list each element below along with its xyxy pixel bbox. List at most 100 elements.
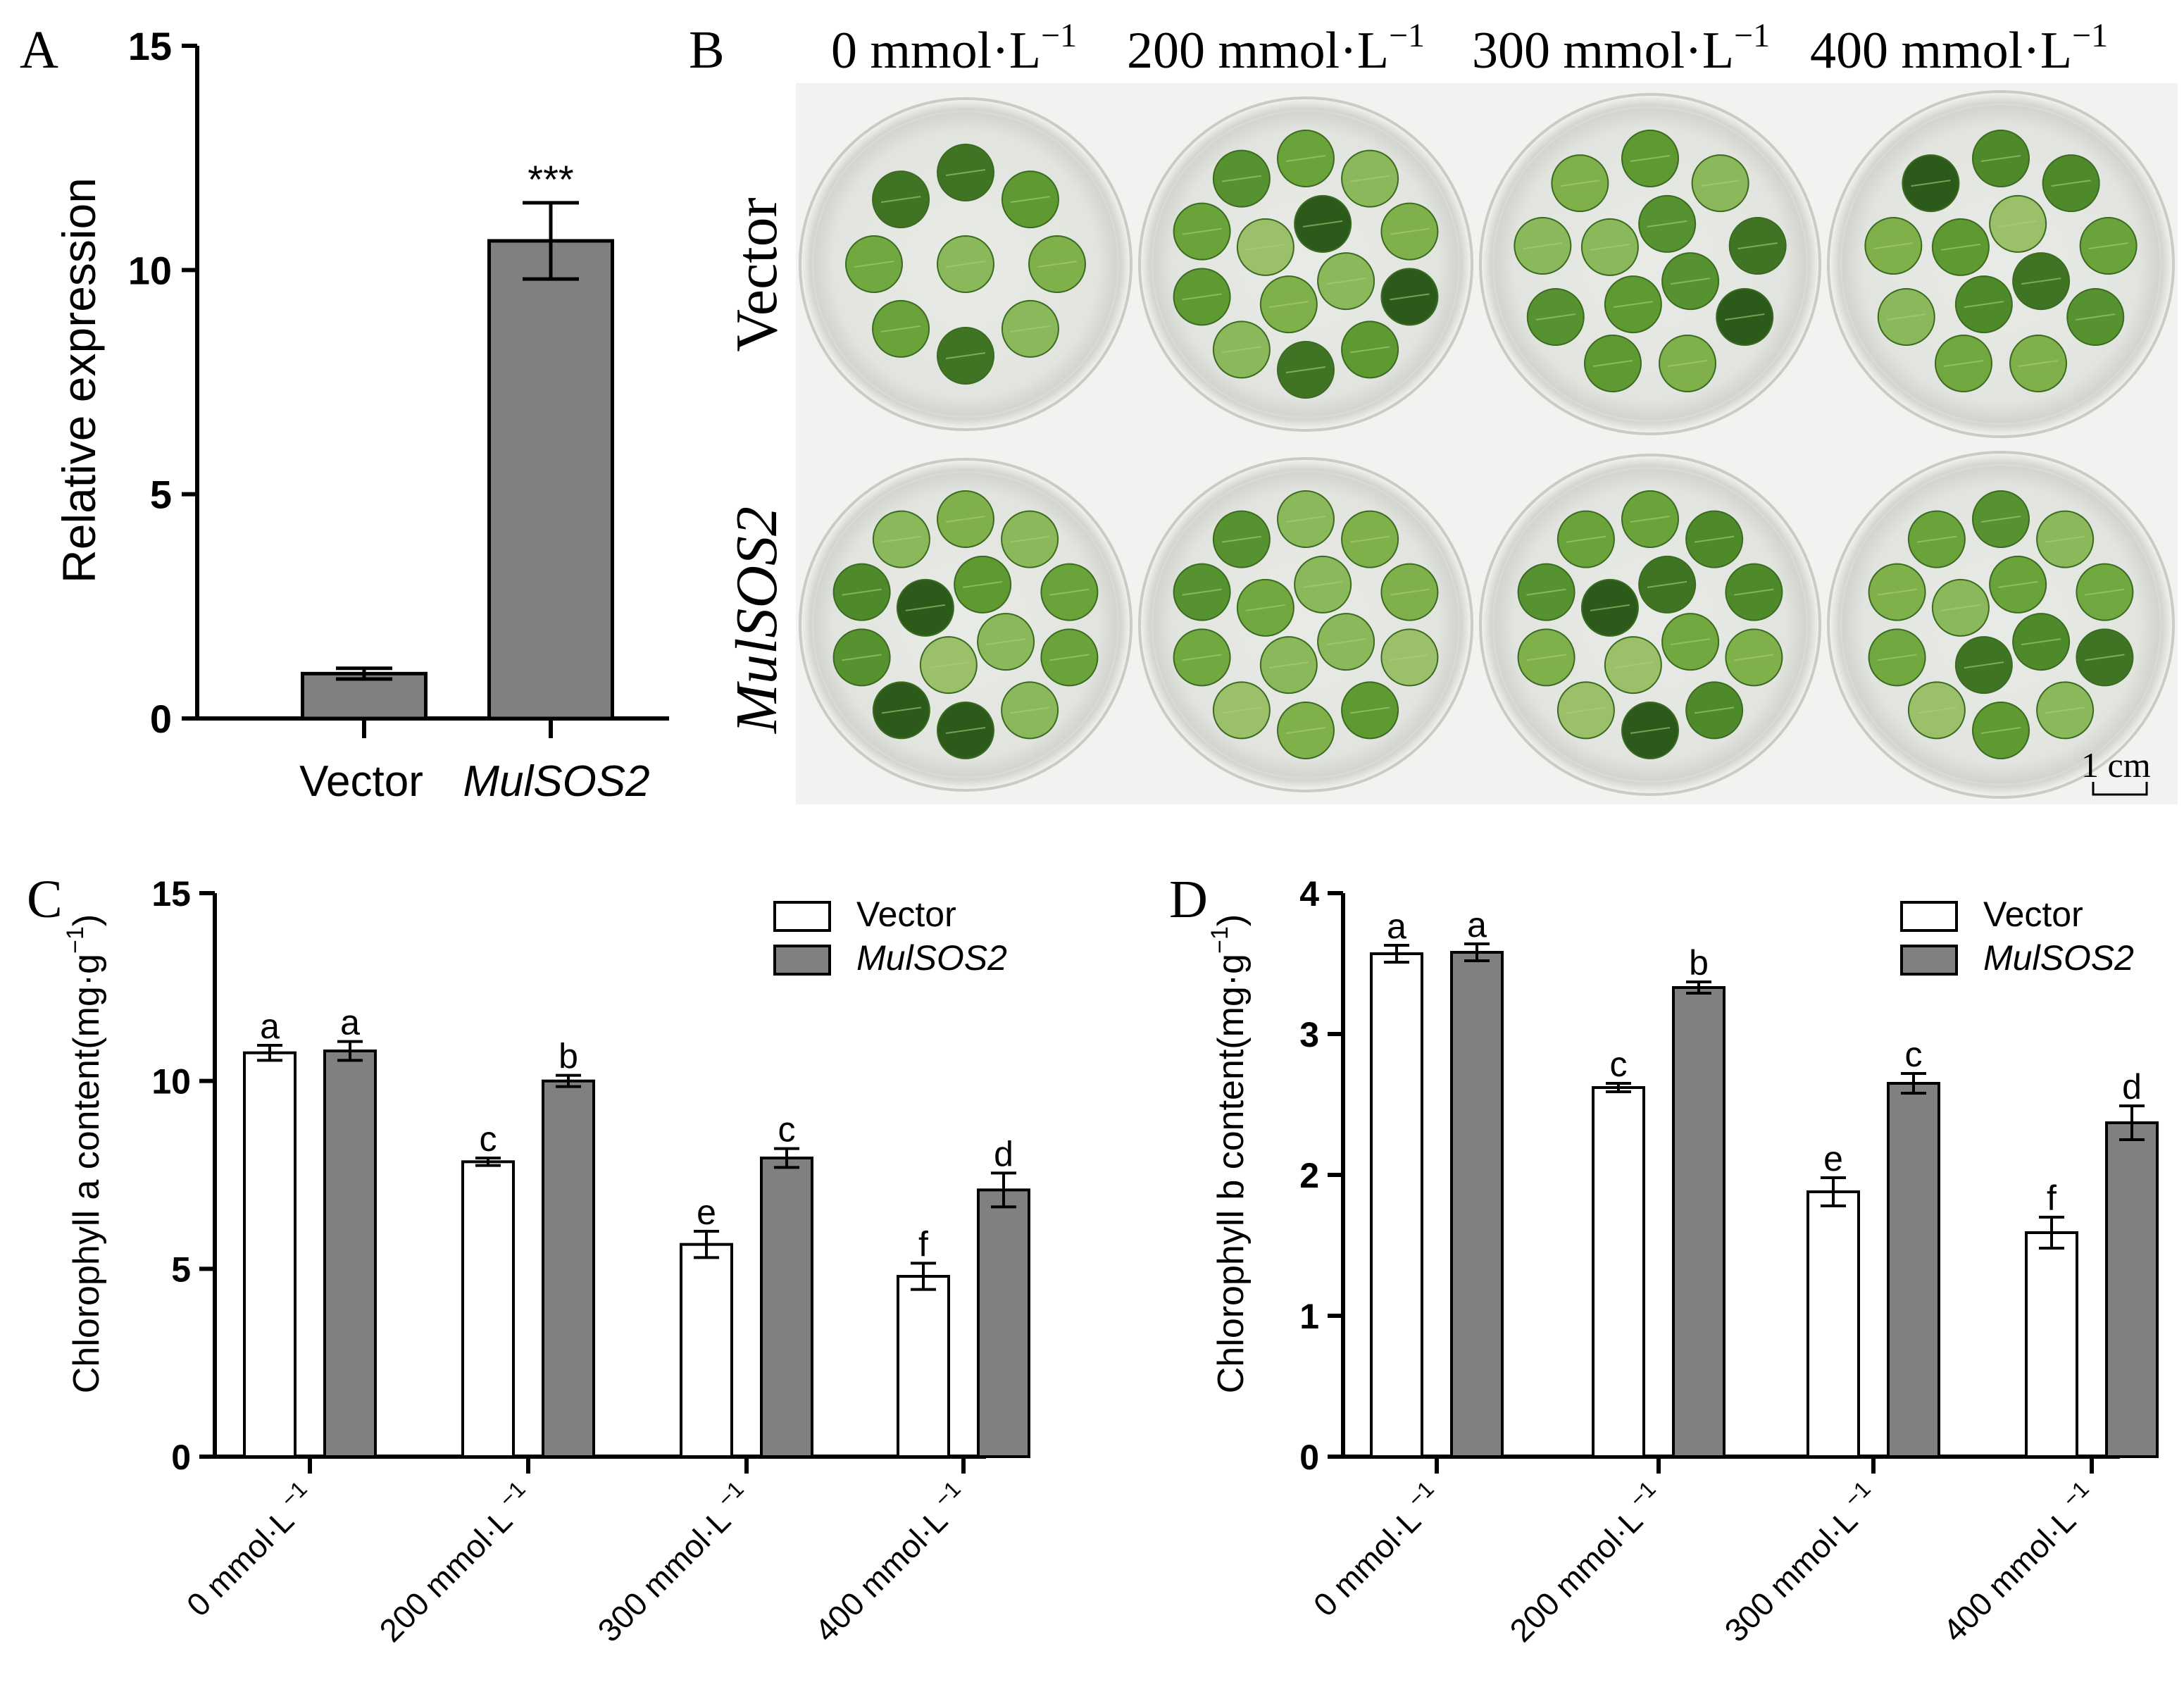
- bar: [2025, 1231, 2078, 1458]
- superscript: −1: [62, 926, 89, 954]
- superscript: −1: [1398, 1476, 1439, 1517]
- leaf-vein: [905, 604, 946, 611]
- leaf-vein: [1940, 243, 1981, 251]
- bar: [760, 1157, 813, 1458]
- leaf-vein: [881, 706, 922, 714]
- y-tick-label: 1: [1299, 1297, 1319, 1336]
- x-tick-label: 300 mmol·L −1: [1714, 1476, 1887, 1649]
- leaf-vein: [985, 638, 1026, 646]
- leaf-vein: [1566, 535, 1606, 543]
- legend-label: MulSOS2: [856, 938, 1007, 978]
- leaf-vein: [1221, 706, 1262, 714]
- y-tick-label: 15: [151, 874, 191, 914]
- leaf-vein: [1303, 580, 1343, 588]
- y-axis-label: Chlorophyll a content(mg·g−1): [62, 914, 107, 1393]
- leaf-vein: [1285, 155, 1326, 162]
- bar: [1887, 1082, 1940, 1458]
- leaf-vein: [842, 654, 882, 661]
- leaf-vein: [1526, 654, 1566, 661]
- chart-c-chlorophyll-a: 0 5 10 15 Chlorophyll a content(mg·g−1) a a 0 m…: [62, 874, 1030, 1649]
- panel-label-b: B: [689, 20, 725, 80]
- leaf-vein: [1010, 196, 1051, 204]
- y-tick-label: 3: [1299, 1015, 1319, 1054]
- significance-letter: d: [994, 1134, 1013, 1173]
- leaf-vein: [1566, 706, 1606, 714]
- bar: [323, 1050, 377, 1458]
- legend-label: Vector: [1983, 895, 2083, 934]
- leaf-vein: [1647, 580, 1687, 588]
- leaf-vein: [1670, 638, 1711, 646]
- significance-letter: e: [697, 1193, 716, 1232]
- x-tick-label: Vector: [299, 757, 423, 806]
- x-tick-label: 0 mmol·L −1: [176, 1476, 323, 1623]
- leaf-vein: [1390, 293, 1430, 301]
- leaf-vein: [1916, 535, 1957, 543]
- bar: [1370, 952, 1423, 1458]
- superscript: −1: [1734, 17, 1770, 54]
- superscript: −1: [1389, 17, 1425, 54]
- leaf-vein: [1037, 261, 1078, 268]
- leaf-vein: [1285, 727, 1326, 734]
- leaf-vein: [1590, 243, 1630, 251]
- bar: [1672, 986, 1726, 1458]
- leaf-vein: [1390, 588, 1430, 596]
- leaf-vein: [1325, 278, 1366, 285]
- leaf-vein: [1980, 727, 2021, 734]
- bar: [1450, 951, 1504, 1458]
- leaf-vein: [2085, 654, 2125, 661]
- concentration-header: 200 mmol·L−1: [1127, 17, 1425, 80]
- leaf-vein: [1877, 654, 1917, 661]
- significance-letter: c: [1905, 1035, 1923, 1074]
- leaf-vein: [1737, 242, 1778, 249]
- leaf-vein: [1390, 228, 1430, 235]
- concentration-header: 400 mmol·L−1: [1810, 17, 2108, 80]
- x-tick-label: 300 mmol·L −1: [587, 1476, 761, 1649]
- leaf-vein: [945, 516, 986, 523]
- bar: [542, 1079, 595, 1458]
- y-tick-label: 5: [171, 1250, 191, 1289]
- leaf-vein: [1964, 661, 2004, 669]
- superscript: −1: [1835, 1476, 1876, 1517]
- leaf-vein: [1613, 301, 1653, 309]
- leaf-vein: [1873, 242, 1914, 249]
- row-label-vector: Vector: [724, 197, 790, 351]
- leaf-vein: [1523, 242, 1563, 249]
- panel-label-d: D: [1169, 870, 1208, 929]
- leaf-vein: [1009, 706, 1050, 714]
- y-tick-label: 0: [1299, 1438, 1319, 1477]
- legend-swatch: [1900, 901, 1958, 932]
- leaf-vein: [1877, 588, 1917, 596]
- leaf-vein: [1700, 180, 1740, 187]
- leaf-vein: [1221, 346, 1262, 354]
- leaf-vein: [1221, 175, 1262, 182]
- superscript: −1: [489, 1476, 530, 1517]
- leaf-vein: [1390, 654, 1430, 661]
- leaf-vein: [1630, 727, 1671, 734]
- x-tick-label: MulSOS2: [463, 757, 649, 806]
- leaf-vein: [1964, 301, 2004, 309]
- superscript: −1: [1041, 17, 1077, 54]
- significance-letter: b: [1689, 943, 1709, 983]
- panel-label-a: A: [20, 20, 58, 80]
- leaf-vein: [945, 169, 986, 176]
- leaf-vein: [842, 588, 882, 596]
- leaf-vein: [2088, 242, 2128, 249]
- leaf-vein: [1694, 535, 1735, 543]
- y-tick-label: 4: [1299, 874, 1319, 914]
- bar: [2105, 1121, 2159, 1458]
- y-axis-label-end: ): [66, 914, 107, 926]
- significance-letter: c: [778, 1110, 796, 1150]
- y-axis-label-end: ): [1211, 914, 1252, 926]
- leaf-vein: [1940, 604, 1981, 611]
- leaf-vein: [1916, 706, 1957, 714]
- leaf-vein: [2021, 638, 2061, 646]
- leaf-vein: [1349, 706, 1390, 714]
- legend-swatch: [773, 945, 831, 976]
- leaf-vein: [1009, 535, 1050, 543]
- leaf-vein: [2076, 313, 2116, 320]
- superscript: −1: [708, 1476, 749, 1517]
- leaf-vein: [1303, 220, 1343, 228]
- leaf-vein: [945, 352, 986, 359]
- leaf-vein: [1010, 325, 1051, 332]
